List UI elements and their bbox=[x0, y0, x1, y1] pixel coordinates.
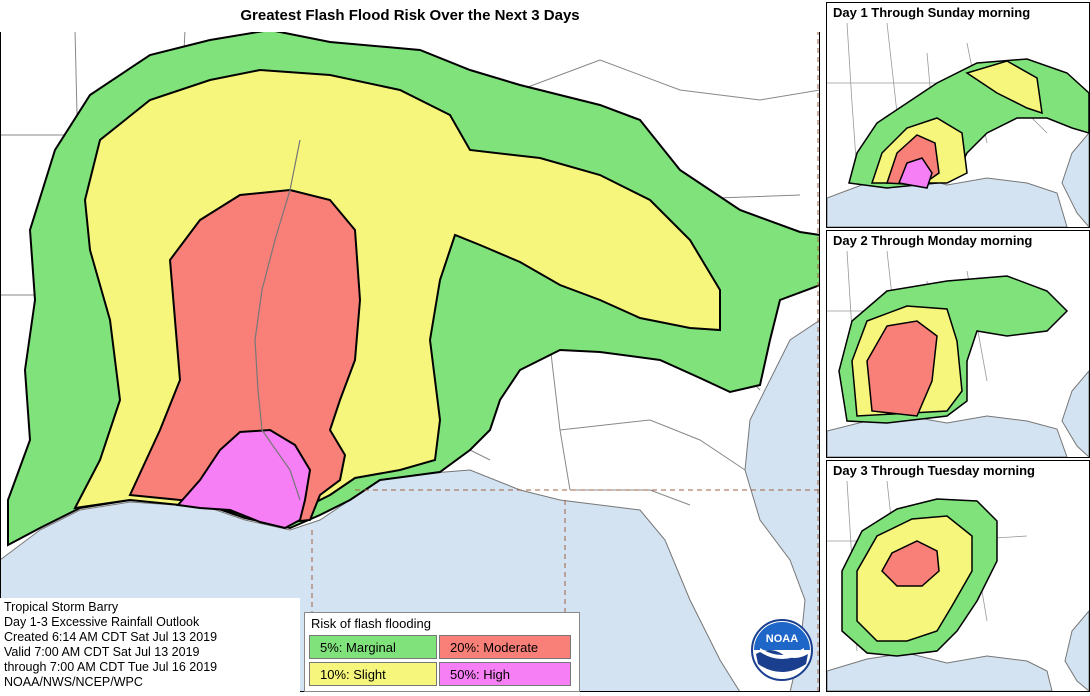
outlook-info: Tropical Storm Barry Day 1-3 Excessive R… bbox=[0, 598, 300, 692]
valid-end: through 7:00 AM CDT Tue Jul 16 2019 bbox=[4, 660, 218, 674]
legend-item-moderate: 20%: Moderate bbox=[439, 635, 571, 659]
panel-day-3: Day 3 Through Tuesday morning bbox=[826, 460, 1090, 693]
panel-day-1-map bbox=[826, 22, 1090, 229]
noaa-logo-text: NOAA bbox=[766, 633, 798, 645]
outlook-type: Day 1-3 Excessive Rainfall Outlook bbox=[4, 615, 200, 629]
legend-item-marginal: 5%: Marginal bbox=[309, 635, 437, 659]
created-time: Created 6:14 AM CDT Sat Jul 13 2019 bbox=[4, 630, 218, 644]
mississippi-river bbox=[254, 139, 301, 501]
valid-start: Valid 7:00 AM CDT Sat Jul 13 2019 bbox=[4, 645, 200, 659]
page-title: Greatest Flash Flood Risk Over the Next … bbox=[0, 0, 820, 32]
issuing-agency: NOAA/NWS/NCEP/WPC bbox=[4, 675, 143, 689]
panel-day-2-title: Day 2 Through Monday morning bbox=[833, 233, 1033, 248]
panel-day-1-title: Day 1 Through Sunday morning bbox=[833, 5, 1031, 20]
atlantic-ocean bbox=[744, 319, 820, 692]
panel-day-2-map bbox=[826, 250, 1090, 459]
risk-area-high bbox=[176, 428, 312, 530]
noaa-logo: NOAA bbox=[751, 619, 813, 681]
panel-day-2: Day 2 Through Monday morning bbox=[826, 230, 1090, 459]
legend: Risk of flash flooding 5%: Marginal 20%:… bbox=[304, 612, 580, 692]
main-map-svg bbox=[0, 0, 820, 692]
legend-item-high: 50%: High bbox=[439, 662, 571, 686]
panel-day-3-map bbox=[826, 480, 1090, 693]
legend-item-slight: 10%: Slight bbox=[309, 662, 437, 686]
legend-title: Risk of flash flooding bbox=[311, 616, 431, 631]
storm-name: Tropical Storm Barry bbox=[4, 600, 119, 614]
panel-day-1: Day 1 Through Sunday morning bbox=[826, 2, 1090, 229]
main-map: Greatest Flash Flood Risk Over the Next … bbox=[0, 0, 820, 692]
panel-day-3-title: Day 3 Through Tuesday morning bbox=[833, 463, 1036, 478]
